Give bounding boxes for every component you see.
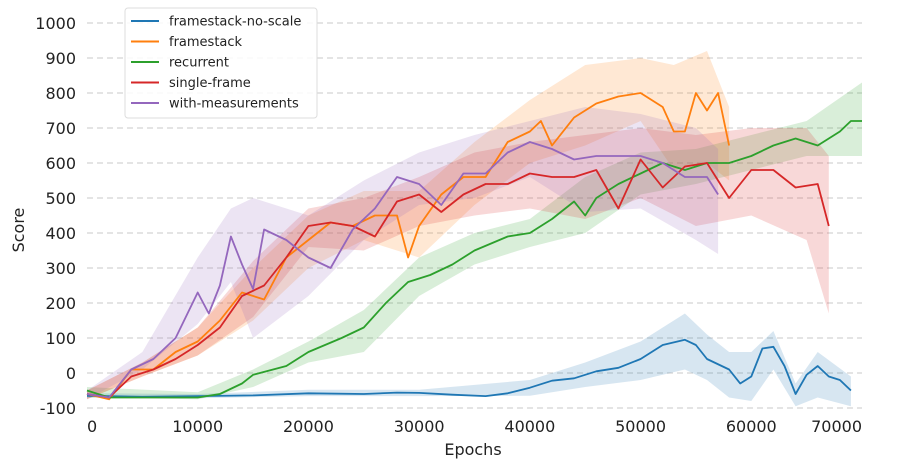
y-tick-label: 800 <box>45 84 76 103</box>
series-line <box>86 92 730 401</box>
y-tick-label: 200 <box>45 294 76 313</box>
series-line <box>86 120 862 399</box>
y-tick-label: 500 <box>45 189 76 208</box>
series-band <box>87 51 730 400</box>
legend-box <box>124 7 318 119</box>
confidence-bands <box>87 51 862 407</box>
x-tick-label: 20000 <box>283 417 334 436</box>
x-tick-label: 60000 <box>726 417 777 436</box>
series-band <box>87 313 851 407</box>
series-lines <box>86 92 862 401</box>
x-tick-label: 0 <box>87 417 97 436</box>
legend-entry: single-frame <box>169 76 251 91</box>
y-axis-label: Score <box>9 208 28 253</box>
y-tick-label: 600 <box>45 154 76 173</box>
legend-entry: recurrent <box>169 56 229 71</box>
legend: framestack-no-scale framestack recurrent si… <box>124 7 318 119</box>
y-tick-label: 100 <box>45 329 76 348</box>
legend-entry: with-measurements <box>169 97 299 112</box>
series-band <box>87 107 719 400</box>
x-axis-label: Epochs <box>444 440 501 459</box>
y-tick-label: 700 <box>45 119 76 138</box>
series-line <box>86 141 719 399</box>
series-line <box>86 338 852 398</box>
y-tick-label: 0 <box>66 364 76 383</box>
y-tick-labels: -100 0 100 200 300 400 500 600 700 800 900 1000 <box>35 14 76 418</box>
y-tick-label: 300 <box>45 259 76 278</box>
x-tick-label: 50000 <box>615 417 666 436</box>
x-tick-label: 70000 <box>811 417 862 436</box>
series-line <box>86 158 830 399</box>
legend-entry: framestack <box>169 35 243 50</box>
x-tick-labels: 0 10000 20000 30000 40000 50000 60000 70000 <box>87 417 862 436</box>
y-tick-label: 1000 <box>35 14 76 33</box>
x-tick-label: 30000 <box>394 417 445 436</box>
y-tick-label: 900 <box>45 49 76 68</box>
legend-entry: framestack-no-scale <box>169 15 301 30</box>
series-band <box>87 82 862 400</box>
x-tick-label: 10000 <box>172 417 223 436</box>
x-tick-label: 40000 <box>504 417 555 436</box>
y-tick-label: 400 <box>45 224 76 243</box>
series-band <box>87 128 829 400</box>
y-tick-label: -100 <box>40 399 76 418</box>
